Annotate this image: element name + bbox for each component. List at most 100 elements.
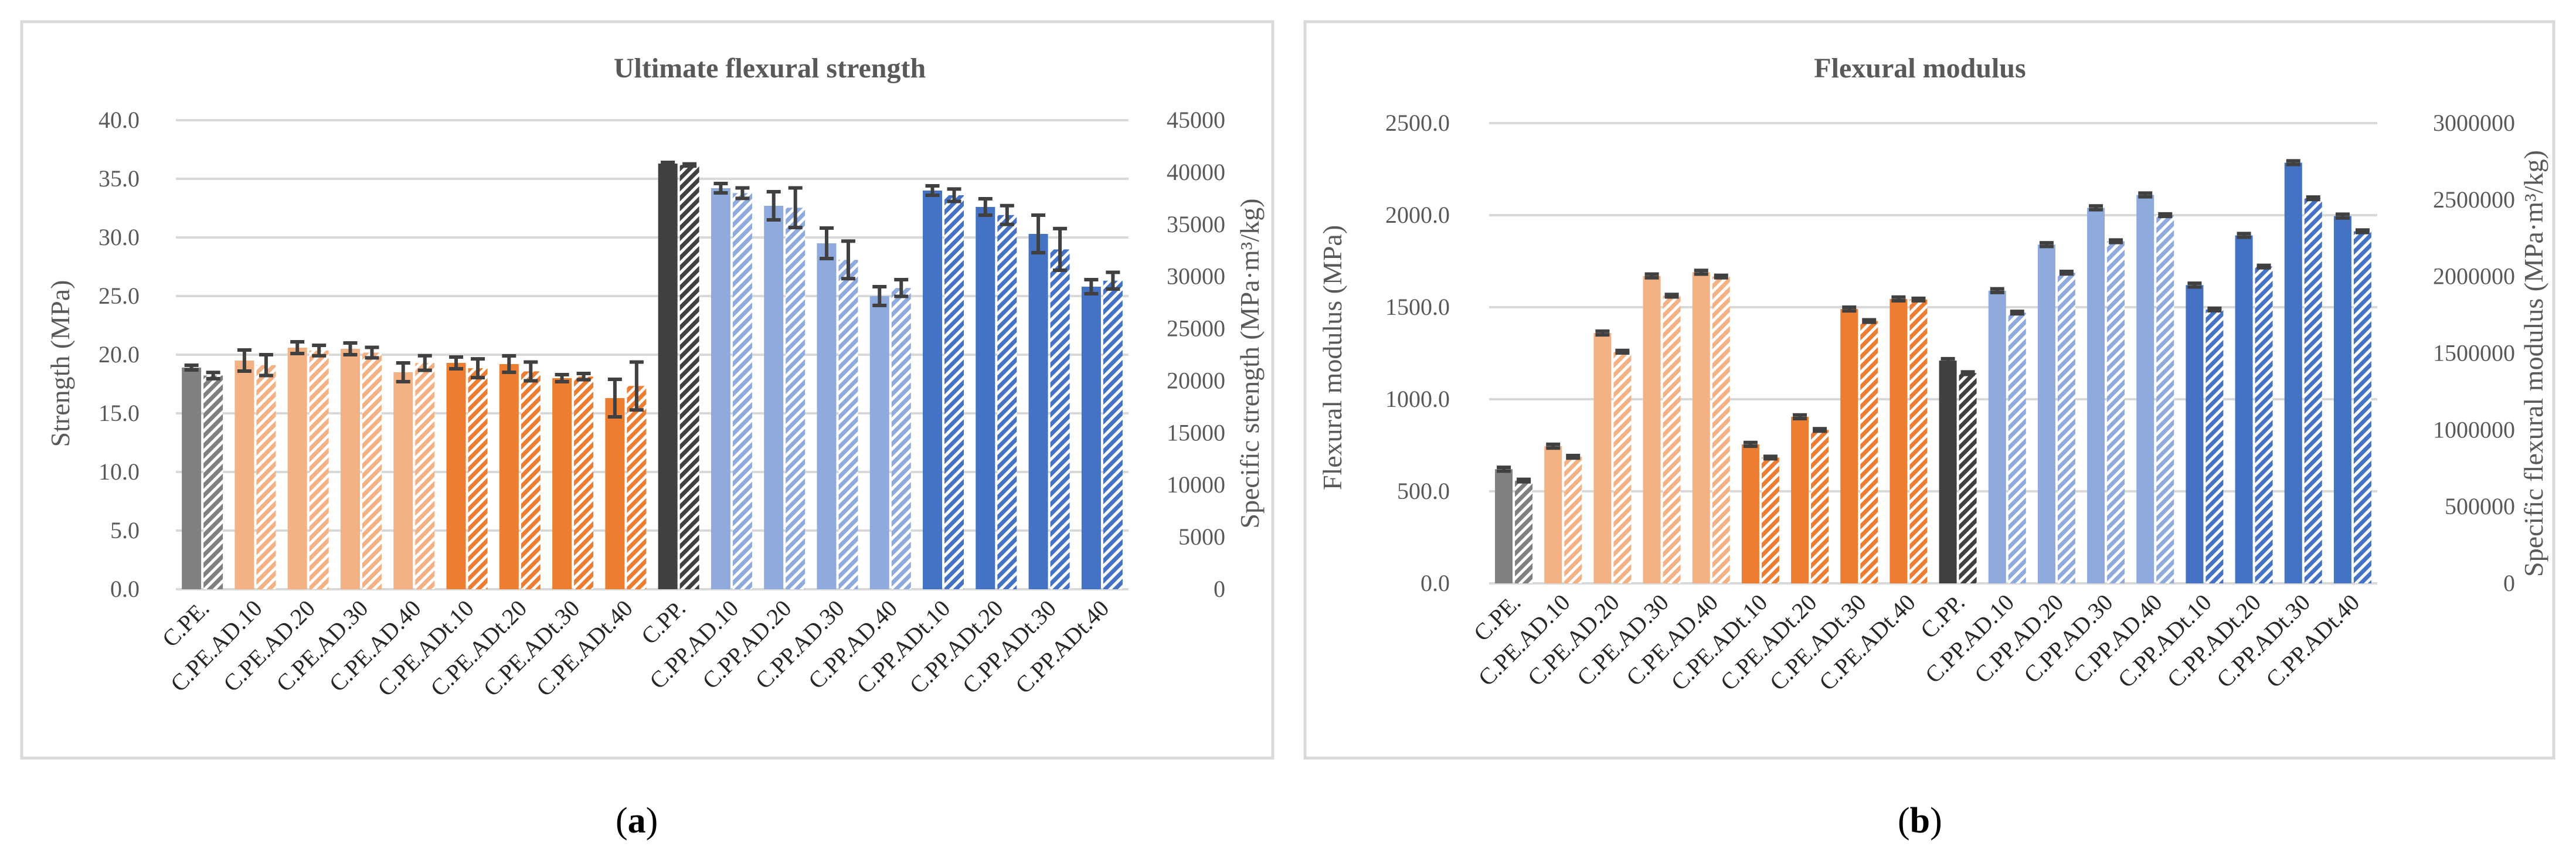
- error-bar: [682, 162, 697, 168]
- error-bar: [1084, 278, 1099, 295]
- error-bar: [2089, 204, 2103, 212]
- error-bar: [417, 354, 432, 372]
- chart-frame: [20, 20, 1275, 760]
- error-bar: [735, 186, 750, 201]
- bar-strength: [869, 296, 889, 589]
- y-tick-label: 500.0: [1397, 478, 1450, 504]
- bar-strength: [605, 398, 625, 589]
- error-bar: [343, 341, 358, 356]
- error-bar: [1990, 287, 2004, 294]
- y2-tick-label: 2500000: [2433, 186, 2515, 213]
- error-bar: [766, 190, 781, 222]
- error-bar: [947, 187, 961, 203]
- error-bar: [2306, 195, 2320, 202]
- bar-strength: [976, 207, 995, 589]
- error-bar: [524, 360, 538, 383]
- bar-strength: [711, 188, 730, 589]
- error-bar: [841, 239, 855, 281]
- error-bar: [661, 161, 675, 167]
- error-bar: [1714, 273, 1728, 280]
- bar-flexural-modulus: [1889, 298, 1908, 583]
- error-bar: [607, 378, 622, 419]
- bar-specific-flexural-modulus: [1515, 480, 1533, 583]
- bar-specific-flexural-modulus: [2156, 215, 2174, 583]
- error-bar: [1615, 348, 1630, 355]
- y-tick-label: 30.0: [98, 224, 140, 250]
- bar-specific-strength: [679, 165, 699, 589]
- chart-ultimate-flexural-strength: 0.0 5.0 10.0 15.0 20.0 25.0 30.0 35.0 40.0 0 5000 1…: [20, 20, 1275, 760]
- error-bar: [1911, 296, 1926, 303]
- bar-flexural-modulus: [1544, 446, 1562, 583]
- error-bar: [2109, 238, 2123, 244]
- error-bar: [471, 357, 485, 380]
- error-bar: [2355, 228, 2370, 235]
- y2-tick-label: 40000: [1167, 159, 1225, 185]
- y2-tick-label: 5000: [1178, 524, 1225, 550]
- bar-flexural-modulus: [2235, 235, 2253, 583]
- error-bar: [555, 373, 569, 383]
- bar-flexural-modulus: [2333, 216, 2351, 583]
- bar-specific-flexural-modulus: [2057, 273, 2075, 583]
- y-tick-label: 2000.0: [1385, 202, 1450, 228]
- error-bar: [237, 348, 252, 373]
- error-bar: [1000, 203, 1014, 226]
- bar-flexural-modulus: [2037, 244, 2055, 583]
- bar-strength: [817, 243, 837, 589]
- bar-flexural-modulus: [1593, 332, 1612, 583]
- error-bar: [2207, 306, 2222, 313]
- y-tick-label: 0.0: [110, 576, 140, 602]
- error-bar: [184, 363, 199, 372]
- y-tick-label: 15.0: [98, 400, 140, 426]
- error-bar: [2059, 270, 2074, 276]
- bar-specific-strength: [521, 371, 541, 589]
- y-tick-label: 40.0: [98, 107, 140, 133]
- error-bar: [1862, 318, 1877, 324]
- y2-tick-label: 1000000: [2433, 416, 2515, 443]
- bar-specific-strength: [203, 375, 223, 589]
- bar-specific-flexural-modulus: [1909, 299, 1928, 583]
- bar-strength: [499, 364, 519, 589]
- y2-axis-label: Specific flexural modulus (MPa·m³/kg): [2519, 150, 2548, 577]
- error-bar: [2256, 263, 2271, 270]
- chart-title: Ultimate flexural strength: [614, 53, 926, 84]
- y2-tick-label: 30000: [1167, 263, 1225, 290]
- error-bar: [978, 197, 993, 217]
- error-bar: [629, 360, 644, 412]
- y-axis-label: Strength (MPa): [45, 280, 75, 447]
- caption-b: (b): [1898, 801, 1942, 841]
- chart-title: Flexural modulus: [1814, 53, 2026, 84]
- error-bar: [788, 186, 803, 230]
- error-bar: [312, 344, 327, 358]
- chart-panel-a: 0.0 5.0 10.0 15.0 20.0 25.0 30.0 35.0 40.0 0 5000 1…: [0, 0, 1290, 780]
- bar-strength: [287, 348, 307, 589]
- y2-tick-label: 10000: [1167, 471, 1225, 498]
- y2-tick-label: 15000: [1167, 419, 1225, 446]
- error-bar: [365, 345, 379, 360]
- error-bar: [1743, 440, 1758, 449]
- y-tick-label: 10.0: [98, 458, 140, 485]
- y-tick-label: 20.0: [98, 341, 140, 368]
- y2-tick-label: 3000000: [2433, 110, 2515, 136]
- error-bar: [2158, 212, 2173, 219]
- bar-specific-strength: [891, 288, 911, 589]
- error-bar: [1793, 413, 1807, 420]
- y2-tick-label: 0: [2503, 570, 2515, 596]
- bar-specific-flexural-modulus: [2353, 231, 2371, 584]
- bar-flexural-modulus: [2087, 208, 2105, 583]
- bar-flexural-modulus: [2186, 285, 2204, 583]
- bar-specific-flexural-modulus: [1564, 457, 1582, 583]
- y-tick-label: 2500.0: [1385, 110, 1450, 136]
- bar-specific-flexural-modulus: [2008, 312, 2026, 583]
- y-tick-label: 25.0: [98, 283, 140, 309]
- y2-tick-label: 20000: [1167, 367, 1225, 393]
- error-bar: [1960, 370, 1975, 376]
- caption-a-letter: a: [627, 801, 646, 841]
- y2-axis-label: Specific strength (MPa·m³/kg): [1235, 198, 1265, 528]
- error-bar: [2138, 191, 2153, 199]
- error-bar: [206, 371, 220, 380]
- chart-frame: [1303, 20, 2555, 760]
- error-bar: [2039, 241, 2054, 249]
- bar-specific-strength: [309, 350, 329, 589]
- bar-flexural-modulus: [1643, 276, 1661, 583]
- bar-specific-strength: [415, 363, 435, 589]
